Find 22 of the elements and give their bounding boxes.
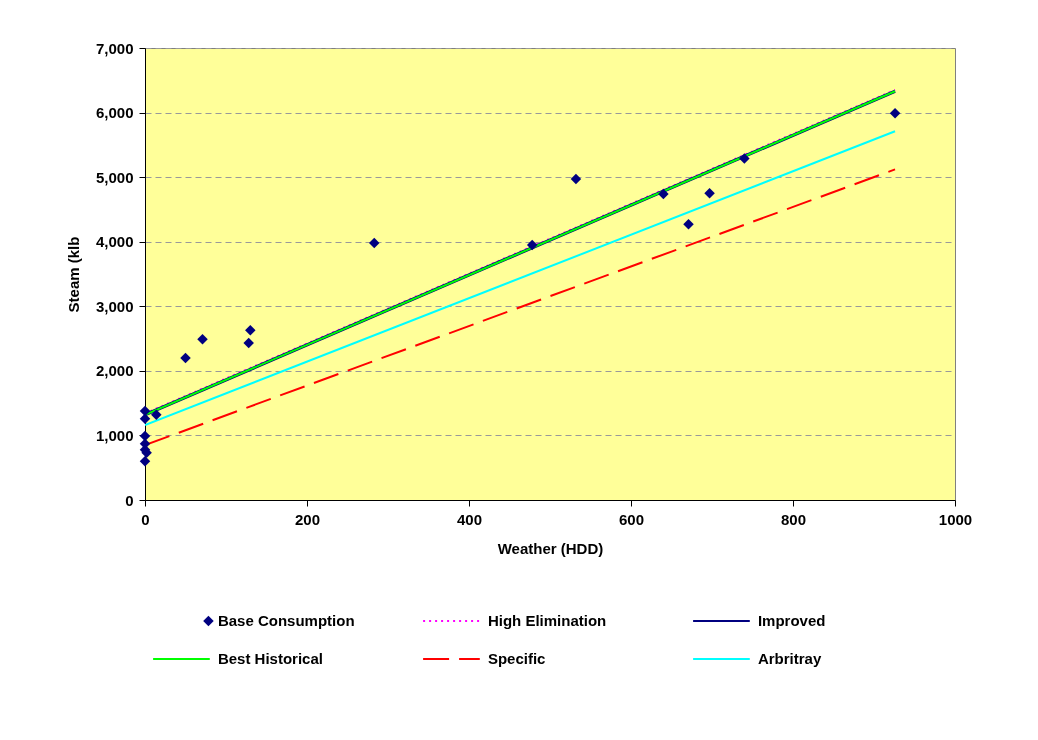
legend-label: Specific (487, 650, 546, 667)
y-tick-label: 0 (125, 491, 134, 509)
x-axis-title: Weather (HDD) (497, 539, 604, 557)
y-tick-label: 6,000 (95, 104, 134, 122)
y-tick-label: 7,000 (95, 39, 134, 57)
y-tick-label: 2,000 (95, 362, 134, 380)
x-tick-label: 400 (456, 510, 483, 528)
legend-label: Improved (757, 612, 826, 629)
x-tick-label: 600 (618, 510, 645, 528)
legend-label: Base Consumption (217, 612, 355, 629)
x-tick-label: 800 (780, 510, 807, 528)
y-axis-title: Steam (klb (64, 236, 82, 313)
legend-label: Arbritray (757, 650, 822, 667)
y-tick-label: 3,000 (95, 297, 134, 315)
legend-label: High Elimination (487, 612, 607, 629)
x-tick-label: 0 (141, 510, 150, 528)
legend-label: Best Historical (217, 650, 323, 667)
x-tick-label: 1000 (938, 510, 973, 528)
y-tick-label: 1,000 (95, 426, 134, 444)
x-tick-label: 200 (294, 510, 321, 528)
y-tick-label: 5,000 (95, 168, 134, 186)
y-tick-label: 4,000 (95, 233, 134, 251)
